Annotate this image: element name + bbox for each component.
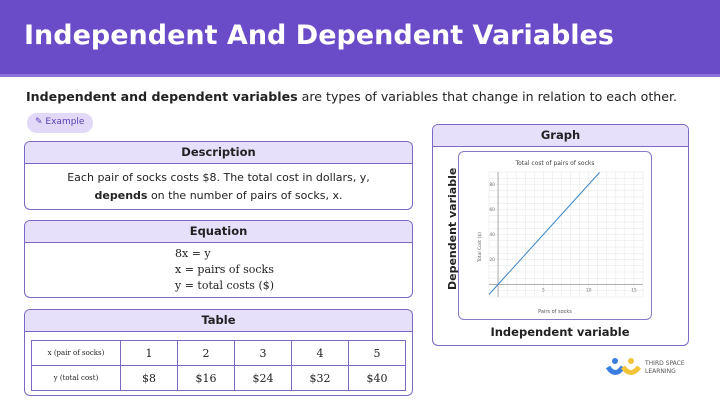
intro-text: Independent and dependent variables are … [26,89,677,104]
y-tick-label: 80 [489,182,495,188]
chart-ylabel: Total Cost ($) [477,232,483,263]
cell: $8 [120,365,178,391]
values-table: x (pair of socks) 1 2 3 4 5 y (total cost) $8 $… [31,340,406,391]
independent-label: Independent variable [490,325,630,339]
y-tick-label: 40 [489,232,495,238]
series-line [488,172,600,295]
example-pill[interactable]: ✎ Example [27,113,93,133]
y-tick-label: 20 [489,257,495,263]
header-banner: Independent And Dependent Variables [0,0,720,77]
logo-text: THIRD SPACE LEARNING [645,360,685,376]
cell: $24 [234,365,292,391]
table-row: x (pair of socks) 1 2 3 4 5 [31,340,406,366]
example-label: Example [45,117,85,127]
x-tick-label: 15 [631,288,637,294]
equation-title: Equation [25,221,412,243]
graph-box: Graph [432,124,689,346]
table-box: Table x (pair of socks) 1 2 3 4 5 y (total co… [24,309,413,396]
cell: 1 [120,340,178,366]
graph-title: Graph [433,125,688,147]
table-title: Table [25,310,412,332]
description-bold: depends [94,189,148,202]
table-row: y (total cost) $8 $16 $24 $32 $40 [31,365,406,391]
cell: 4 [291,340,349,366]
equation-line: 8x = y [175,247,211,260]
x-tick-label: 5 [542,288,545,294]
row-label: y (total cost) [31,365,121,391]
intro-bold: Independent and dependent variables [26,89,298,104]
equation-line: y = total costs ($) [175,279,275,292]
x-tick-label: 10 [586,288,592,294]
chart-title: Total cost of pairs of socks [514,160,594,167]
line-chart: Total cost of pairs of socks Pairs of so… [477,160,644,315]
cell: 2 [177,340,235,366]
description-title: Description [25,142,412,164]
logo-line1: THIRD SPACE [645,360,685,367]
equation-line: x = pairs of socks [175,263,274,276]
chart-xlabel: Pairs of socks [538,309,572,315]
row-label: x (pair of socks) [31,340,121,366]
third-space-logo [606,358,642,375]
cell: $32 [291,365,349,391]
cell: 5 [348,340,406,366]
page-title: Independent And Dependent Variables [24,20,614,51]
cell: $40 [348,365,406,391]
description-box: Description Each pair of socks costs $8.… [24,141,413,210]
description-line2: on the number of pairs of socks, x. [147,189,343,202]
description-line1: Each pair of socks costs $8. The total c… [67,171,370,184]
intro-rest: are types of variables that change in re… [297,89,678,104]
logo-line2: LEARNING [645,368,676,375]
chart-frame: Total cost of pairs of socks Pairs of so… [458,151,652,320]
equation-box: Equation 8x = y x = pairs of socks y = tot… [24,220,413,298]
cell: 3 [234,340,292,366]
pencil-icon: ✎ [35,117,43,127]
cell: $16 [177,365,235,391]
y-tick-label: 60 [489,207,495,213]
